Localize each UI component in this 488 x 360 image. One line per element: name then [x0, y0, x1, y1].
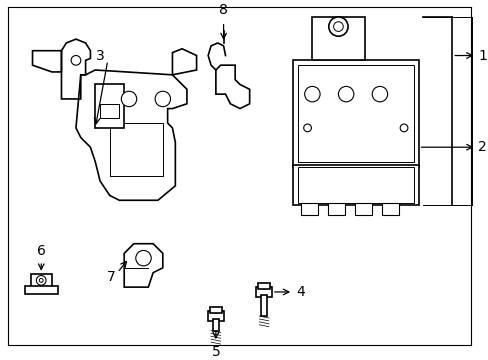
Bar [25, 286, 58, 294]
Bar [292, 60, 418, 166]
Bar [100, 104, 119, 118]
Circle shape [39, 278, 43, 282]
Bar [297, 166, 413, 203]
Text: 8: 8 [219, 3, 227, 17]
Bar [300, 203, 318, 215]
Circle shape [399, 124, 407, 132]
Text: 7: 7 [107, 270, 116, 284]
Bar [109, 123, 163, 176]
Circle shape [36, 275, 46, 285]
Bar [31, 274, 52, 287]
Bar [258, 283, 269, 289]
Circle shape [338, 86, 353, 102]
Circle shape [136, 251, 151, 266]
Circle shape [371, 86, 387, 102]
Bar [256, 287, 271, 297]
Bar [354, 203, 371, 215]
Bar [95, 85, 124, 128]
Circle shape [155, 91, 170, 107]
Bar [327, 203, 345, 215]
Text: 3: 3 [96, 49, 104, 63]
Text: 1: 1 [477, 49, 486, 63]
Bar [208, 311, 223, 321]
Bar [297, 65, 413, 162]
Text: 2: 2 [477, 140, 486, 154]
Circle shape [333, 22, 343, 31]
Bar [292, 165, 418, 205]
Circle shape [121, 91, 137, 107]
Bar [213, 319, 218, 330]
Circle shape [328, 17, 347, 36]
Circle shape [303, 124, 311, 132]
Bar [381, 203, 398, 215]
Circle shape [71, 55, 81, 65]
Text: 4: 4 [295, 285, 304, 299]
Bar [261, 295, 266, 316]
Bar [210, 307, 221, 313]
Text: 5: 5 [211, 345, 220, 359]
Text: 6: 6 [37, 244, 45, 258]
Circle shape [304, 86, 320, 102]
Bar [312, 17, 365, 60]
